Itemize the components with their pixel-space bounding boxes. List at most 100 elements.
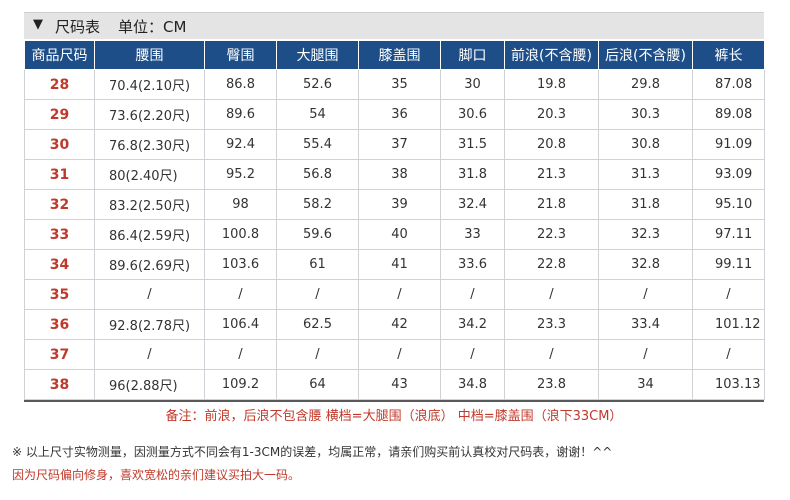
table-cell: 86.8 [204, 69, 277, 100]
column-header: 腰围 [94, 40, 205, 70]
table-cell: 80(2.40尺) [94, 159, 205, 190]
table-cell: / [204, 339, 277, 370]
table-cell: 95.2 [204, 159, 277, 190]
size-code-cell: 29 [24, 99, 95, 130]
table-cell: 30.8 [598, 129, 693, 160]
table-cell: 31.8 [440, 159, 505, 190]
table-cell: / [276, 339, 359, 370]
size-code-cell: 35 [24, 279, 95, 310]
table-cell: 96(2.88尺) [94, 369, 205, 400]
size-code-cell: 37 [24, 339, 95, 370]
table-cell: 30 [440, 69, 505, 100]
table-cell: 73.6(2.20尺) [94, 99, 205, 130]
collapse-arrow-icon[interactable]: ▼ [33, 17, 43, 32]
table-cell: 99.11 [692, 249, 765, 280]
table-cell: 35 [358, 69, 441, 100]
table-row: 35// / / / / / / [24, 279, 765, 310]
table-cell: 19.8 [504, 69, 599, 100]
table-cell: 109.2 [204, 369, 277, 400]
table-cell: 20.3 [504, 99, 599, 130]
table-cell: / [440, 279, 505, 310]
table-cell: 40 [358, 219, 441, 250]
table-cell: 55.4 [276, 129, 359, 160]
size-code-cell: 30 [24, 129, 95, 160]
table-cell: 86.4(2.59尺) [94, 219, 205, 250]
table-cell: 70.4(2.10尺) [94, 69, 205, 100]
table-cell: 89.08 [692, 99, 765, 130]
table-bottom-rule [24, 400, 764, 402]
table-cell: 20.8 [504, 129, 599, 160]
table-cell: / [94, 279, 205, 310]
table-row: 28 70.4(2.10尺) 86.8 52.6 35 30 19.8 29.8 87.08 [24, 69, 765, 100]
column-header: 膝盖围 [358, 40, 441, 70]
table-cell: 61 [276, 249, 359, 280]
table-cell: 36 [358, 99, 441, 130]
table-cell: 30.6 [440, 99, 505, 130]
table-cell: 103.13 [692, 369, 765, 400]
table-cell: 103.6 [204, 249, 277, 280]
table-cell: 98 [204, 189, 277, 220]
size-code-cell: 32 [24, 189, 95, 220]
remark-note: 备注：前浪，后浪不包含腰 横档=大腿围（浪底） 中档=膝盖围（浪下33CM） [165, 409, 623, 424]
table-cell: 37 [358, 129, 441, 160]
column-header: 商品尺码 [24, 40, 95, 70]
unit-label: 单位：CM [118, 18, 187, 36]
table-cell: 32.8 [598, 249, 693, 280]
table-cell: 32.3 [598, 219, 693, 250]
table-cell: 101.12 [692, 309, 765, 340]
table-row: 36 92.8(2.78尺) 106.4 62.5 42 34.2 23.3 33.4 101.… [24, 309, 765, 340]
table-cell: 95.10 [692, 189, 765, 220]
table-cell: 92.8(2.78尺) [94, 309, 205, 340]
table-row: 33 86.4(2.59尺) 100.8 59.6 40 33 22.3 32.3 97.11 [24, 219, 765, 250]
size-chart-title-bar: ▼ 尺码表 单位：CM [24, 12, 764, 39]
table-cell: 31.8 [598, 189, 693, 220]
table-cell: 22.8 [504, 249, 599, 280]
table-cell: 32.4 [440, 189, 505, 220]
table-cell: 31.3 [598, 159, 693, 190]
table-cell: 97.11 [692, 219, 765, 250]
table-cell: 52.6 [276, 69, 359, 100]
column-header: 脚口 [440, 40, 505, 70]
table-cell: 76.8(2.30尺) [94, 129, 205, 160]
table-header: 商品尺码 腰围 臀围 大腿围 膝盖围 脚口 前浪(不含腰) 后浪(不含腰) 裤长 [24, 40, 765, 70]
table-cell: 83.2(2.50尺) [94, 189, 205, 220]
disclaimer-note: ※ 以上尺寸实物测量，因测量方式不同会有1-3CM的误差，均属正常，请亲们购买前… [12, 445, 613, 459]
table-cell: 54 [276, 99, 359, 130]
table-cell: 92.4 [204, 129, 277, 160]
table-cell: 29.8 [598, 69, 693, 100]
table-row: 32 83.2(2.50尺) 98 58.2 39 32.4 21.8 31.8 95.10 [24, 189, 765, 220]
table-cell: 34.8 [440, 369, 505, 400]
size-code-cell: 34 [24, 249, 95, 280]
table-cell: 34 [598, 369, 693, 400]
table-cell: 87.08 [692, 69, 765, 100]
size-code-cell: 28 [24, 69, 95, 100]
table-cell: 21.3 [504, 159, 599, 190]
table-cell: 23.8 [504, 369, 599, 400]
size-advice-note: 因为尺码偏向修身，喜欢宽松的亲们建议买拍大一码。 [12, 468, 301, 482]
table-cell: 59.6 [276, 219, 359, 250]
table-cell: 33 [440, 219, 505, 250]
column-header: 后浪(不含腰) [598, 40, 693, 70]
table-cell: 62.5 [276, 309, 359, 340]
table-cell: / [440, 339, 505, 370]
table-cell: / [358, 339, 441, 370]
table-cell: / [504, 279, 599, 310]
table-cell: / [358, 279, 441, 310]
size-code-cell: 33 [24, 219, 95, 250]
table-cell: 41 [358, 249, 441, 280]
table-cell: 33.4 [598, 309, 693, 340]
table-cell: / [598, 279, 693, 310]
table-cell: 42 [358, 309, 441, 340]
table-cell: 33.6 [440, 249, 505, 280]
table-cell: / [204, 279, 277, 310]
table-cell: 34.2 [440, 309, 505, 340]
table-cell: / [504, 339, 599, 370]
column-header: 裤长 [692, 40, 765, 70]
column-header: 臀围 [204, 40, 277, 70]
size-code-cell: 36 [24, 309, 95, 340]
table-cell: 58.2 [276, 189, 359, 220]
size-chart-title: 尺码表 [55, 18, 101, 36]
table-cell: 31.5 [440, 129, 505, 160]
table-cell: 64 [276, 369, 359, 400]
table-cell: / [692, 339, 765, 370]
